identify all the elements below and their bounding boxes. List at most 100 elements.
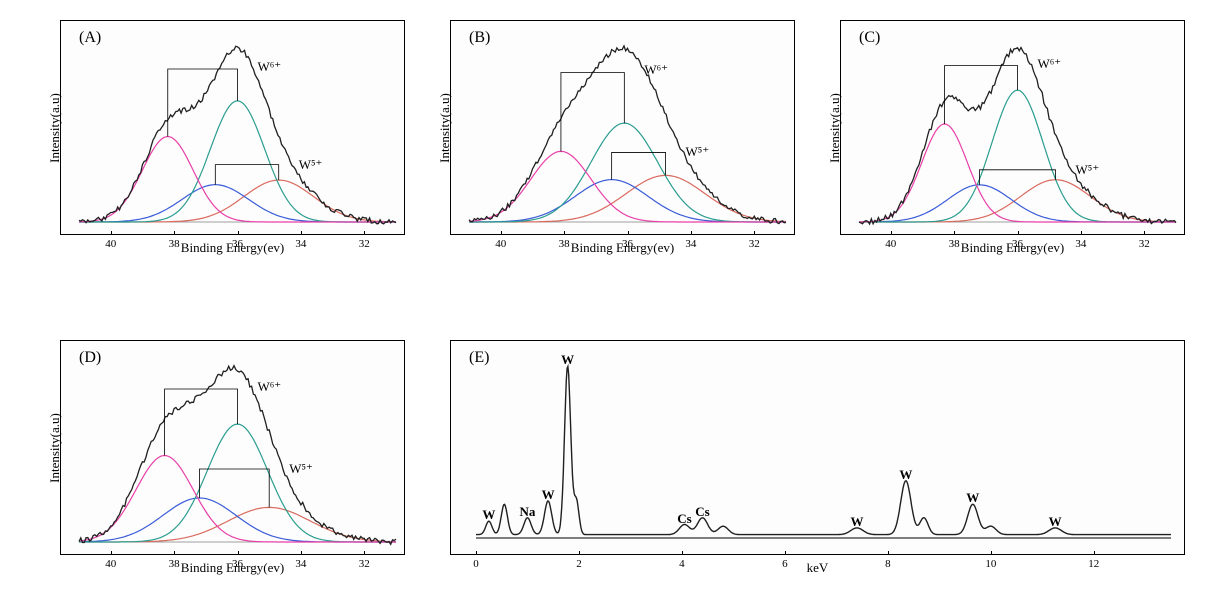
fit-w6a (469, 151, 786, 222)
w6-annot: W⁶⁺ (1038, 56, 1062, 72)
w5-bracket (199, 469, 269, 507)
xtick-label: 0 (473, 558, 479, 570)
eds-spectrum (476, 367, 1171, 535)
xtick-mark (364, 551, 365, 555)
xtick-mark (628, 231, 629, 235)
xps-panel-B: (B)Intensity(a.u)Binding Energy(ev)W⁶⁺W⁵… (450, 20, 795, 235)
xtick-label: 32 (1139, 238, 1150, 250)
eds-peak-label: Na (520, 504, 536, 520)
xtick-label: 36 (232, 238, 243, 250)
xtick-label: 34 (1075, 238, 1086, 250)
xtick-label: 34 (685, 238, 696, 250)
xtick-mark (111, 231, 112, 235)
xtick-label: 8 (885, 558, 891, 570)
xtick-mark (174, 551, 175, 555)
xtick-label: 40 (495, 238, 506, 250)
xtick-mark (991, 551, 992, 555)
eds-svg (451, 341, 1186, 556)
eds-peak-label: W (966, 490, 979, 506)
xtick-mark (238, 231, 239, 235)
w6-annot: W⁶⁺ (644, 62, 668, 78)
xtick-mark (682, 551, 683, 555)
w6-bracket (561, 72, 624, 151)
xtick-label: 38 (949, 238, 960, 250)
w5-bracket (612, 152, 666, 179)
xps-panel-C: (C)Intensity(a.u)Binding Energy(ev)W⁶⁺W⁵… (840, 20, 1185, 235)
w6-annot: W⁶⁺ (258, 379, 282, 395)
w6-annot: W⁶⁺ (258, 59, 282, 75)
fit-w6a (79, 137, 396, 222)
xtick-mark (501, 231, 502, 235)
xtick-label: 36 (232, 558, 243, 570)
raw-spectrum (469, 46, 786, 224)
w5-annot: W⁵⁺ (686, 144, 710, 160)
eds-peak-label: W (542, 487, 555, 503)
xtick-label: 34 (295, 238, 306, 250)
w5-bracket (979, 170, 1055, 185)
xtick-mark (891, 231, 892, 235)
fit-w6b (469, 123, 786, 222)
xtick-mark (888, 551, 889, 555)
fit-w6b (79, 101, 396, 222)
w6-bracket (165, 389, 238, 456)
eds-peak-label: W (899, 467, 912, 483)
xtick-mark (579, 551, 580, 555)
xtick-label: 12 (1088, 558, 1099, 570)
xps-svg (841, 21, 1186, 236)
x-axis-label: keV (807, 560, 829, 576)
eds-peak-label: W (561, 352, 574, 368)
xtick-label: 2 (576, 558, 582, 570)
xtick-mark (785, 551, 786, 555)
xtick-label: 4 (679, 558, 685, 570)
xtick-label: 34 (295, 558, 306, 570)
xtick-label: 6 (782, 558, 788, 570)
xtick-label: 40 (885, 238, 896, 250)
xtick-mark (301, 551, 302, 555)
xps-svg (451, 21, 796, 236)
xtick-label: 32 (749, 238, 760, 250)
fit-w5a (859, 185, 1176, 222)
xtick-label: 36 (1012, 238, 1023, 250)
eds-peak-label: W (1049, 514, 1062, 530)
eds-peak-label: Cs (677, 511, 691, 527)
xps-panel-A: (A)Intensity(a.u)Binding Energy(ev)W⁶⁺W⁵… (60, 20, 405, 235)
xtick-mark (691, 231, 692, 235)
eds-peak-label: W (850, 514, 863, 530)
xtick-label: 32 (359, 558, 370, 570)
fit-w5b (79, 507, 396, 542)
xps-svg (61, 341, 406, 556)
xtick-mark (174, 231, 175, 235)
w5-annot: W⁵⁺ (299, 157, 323, 173)
w5-annot: W⁵⁺ (1076, 162, 1100, 178)
xtick-mark (954, 231, 955, 235)
xtick-mark (476, 551, 477, 555)
xtick-mark (1094, 551, 1095, 555)
xtick-mark (1081, 231, 1082, 235)
xps-panel-D: (D)Intensity(a.u)Binding Energy(ev)W⁶⁺W⁵… (60, 340, 405, 555)
eds-panel: (E)keVWNaWWCsCsWWWW024681012 (450, 340, 1185, 555)
xtick-mark (1018, 231, 1019, 235)
xps-svg (61, 21, 406, 236)
fit-w6a (859, 124, 1176, 222)
fit-w5b (859, 180, 1176, 222)
xtick-mark (1144, 231, 1145, 235)
xtick-label: 32 (359, 238, 370, 250)
xtick-label: 38 (169, 238, 180, 250)
xtick-label: 10 (985, 558, 996, 570)
xtick-mark (301, 231, 302, 235)
xtick-mark (111, 551, 112, 555)
xtick-mark (238, 551, 239, 555)
xtick-label: 40 (105, 558, 116, 570)
eds-peak-label: Cs (695, 504, 709, 520)
xtick-label: 38 (559, 238, 570, 250)
xtick-mark (364, 231, 365, 235)
w6-bracket (168, 69, 238, 137)
fit-w6b (859, 90, 1176, 222)
w5-annot: W⁵⁺ (289, 461, 313, 477)
xtick-label: 40 (105, 238, 116, 250)
xtick-mark (754, 231, 755, 235)
xtick-label: 36 (622, 238, 633, 250)
fit-w6b (79, 424, 396, 542)
eds-peak-label: W (482, 507, 495, 523)
xtick-mark (564, 231, 565, 235)
